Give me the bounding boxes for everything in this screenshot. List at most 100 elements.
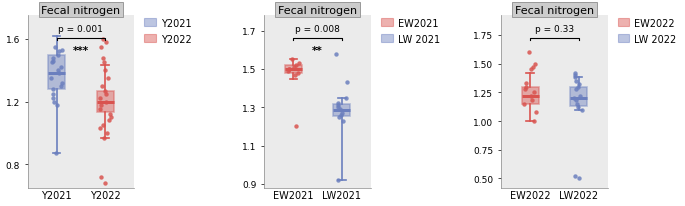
Point — [573, 177, 584, 180]
Point — [286, 59, 297, 62]
Point — [47, 97, 58, 101]
Point — [47, 60, 58, 63]
Point — [95, 175, 106, 178]
Point — [571, 88, 582, 91]
Point — [528, 120, 539, 123]
Legend: Y2021, Y2022: Y2021, Y2022 — [143, 18, 192, 45]
Point — [519, 103, 530, 106]
Point — [572, 85, 583, 89]
Point — [99, 69, 110, 73]
Point — [525, 68, 536, 72]
Point — [569, 175, 580, 178]
Point — [571, 103, 582, 106]
Point — [101, 100, 112, 104]
Point — [103, 77, 114, 80]
Bar — [521, 87, 538, 104]
Point — [570, 72, 581, 75]
Point — [530, 111, 541, 114]
Point — [334, 116, 345, 119]
Point — [338, 119, 349, 123]
Point — [331, 53, 342, 56]
Point — [99, 181, 110, 185]
Point — [56, 49, 67, 52]
Point — [571, 80, 582, 83]
Point — [97, 38, 108, 41]
Point — [95, 97, 105, 101]
Point — [333, 102, 344, 105]
Point — [100, 89, 111, 93]
Bar — [334, 105, 350, 116]
Point — [569, 97, 580, 100]
Point — [50, 46, 61, 49]
Point — [46, 77, 57, 80]
Bar — [285, 66, 302, 73]
Point — [336, 114, 347, 117]
Point — [55, 66, 66, 69]
Point — [99, 136, 110, 139]
Bar — [97, 91, 114, 113]
Point — [49, 100, 60, 104]
Point — [102, 132, 113, 135]
Point — [95, 46, 106, 49]
Point — [573, 106, 584, 109]
Point — [101, 41, 112, 44]
Point — [342, 81, 353, 85]
Point — [284, 68, 295, 71]
Point — [48, 88, 59, 91]
Point — [284, 68, 295, 71]
Point — [530, 63, 540, 66]
Point — [574, 95, 585, 98]
Title: Fecal nitrogen: Fecal nitrogen — [514, 6, 594, 15]
Point — [569, 74, 580, 77]
Point — [53, 72, 64, 76]
Point — [57, 82, 68, 85]
Point — [571, 99, 582, 103]
Point — [289, 74, 300, 77]
Point — [283, 70, 294, 73]
Bar — [570, 87, 587, 107]
Point — [47, 57, 58, 60]
Point — [293, 62, 304, 66]
Title: Fecal nitrogen: Fecal nitrogen — [41, 6, 121, 15]
Point — [523, 51, 534, 55]
Point — [51, 103, 62, 107]
Text: ***: *** — [73, 45, 89, 55]
Point — [336, 112, 347, 115]
Point — [289, 66, 300, 69]
Point — [97, 57, 108, 60]
Text: p = 0.008: p = 0.008 — [295, 25, 340, 33]
Text: **: ** — [312, 45, 323, 55]
Point — [101, 92, 112, 96]
Point — [334, 108, 345, 111]
Point — [97, 124, 108, 127]
Point — [290, 64, 301, 67]
Point — [340, 97, 351, 100]
Point — [54, 50, 65, 54]
Text: p = 0.001: p = 0.001 — [58, 25, 103, 33]
Point — [527, 66, 538, 69]
Point — [103, 119, 114, 122]
Point — [98, 61, 109, 65]
Point — [47, 92, 58, 96]
Point — [96, 85, 107, 88]
Point — [292, 72, 303, 75]
Point — [521, 85, 532, 89]
Point — [527, 99, 538, 103]
Point — [529, 91, 540, 95]
Point — [96, 103, 107, 107]
Point — [290, 125, 301, 128]
Point — [333, 106, 344, 109]
Legend: EW2021, LW 2021: EW2021, LW 2021 — [380, 18, 440, 45]
Legend: EW2022, LW 2022: EW2022, LW 2022 — [616, 18, 677, 45]
Point — [332, 178, 343, 182]
Point — [521, 82, 532, 85]
Point — [52, 54, 63, 57]
Point — [51, 152, 62, 155]
Point — [95, 108, 105, 111]
Point — [576, 108, 587, 112]
Point — [105, 116, 116, 119]
Point — [333, 104, 344, 108]
Point — [525, 95, 536, 98]
Point — [55, 85, 66, 88]
Point — [105, 113, 116, 116]
